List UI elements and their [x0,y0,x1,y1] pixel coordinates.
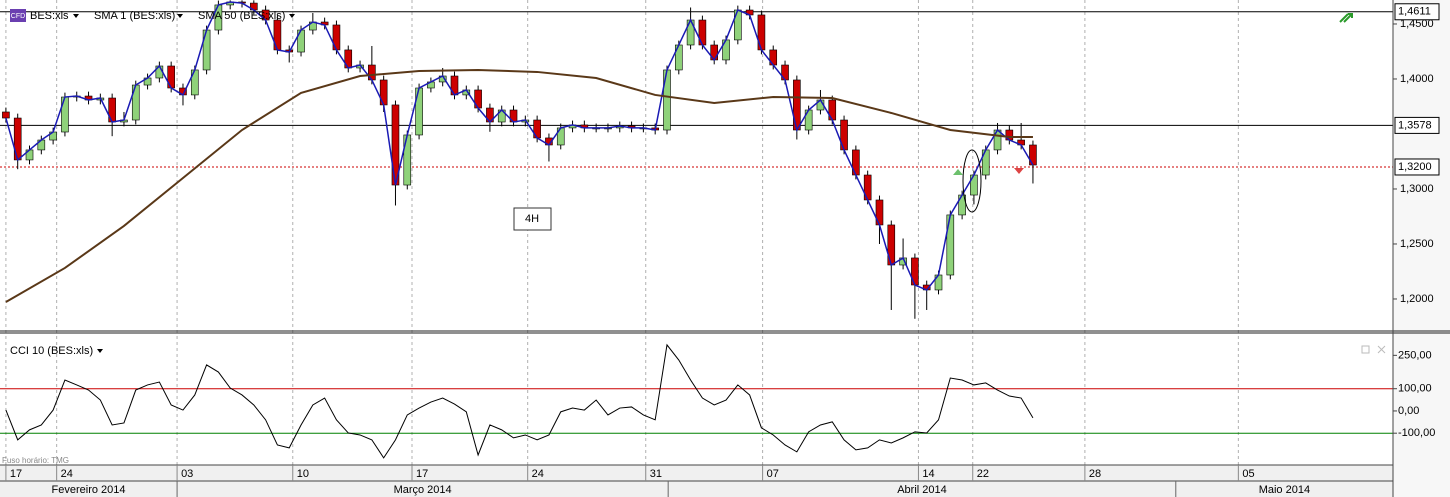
y-tick-label: -100,00 [1398,427,1435,439]
month-label: Maio 2014 [1259,484,1310,496]
signal-up [953,169,963,175]
sma1-line [5,1,1034,291]
axes: 17 24 03 10 17 24 31 07 14 22 28 05 Fevereiro 2014 Ma… [5,3,1440,497]
y-tick-label: 0,00 [1398,405,1419,417]
dropdown-arrow[interactable] [177,14,183,18]
x-tick-label: 10 [297,468,309,480]
marks [2,0,1037,459]
price-level-label: 1,3200 [1398,161,1432,173]
price-level-box [1394,158,1440,176]
x-tick-label: 03 [181,468,193,480]
x-tick-label: 24 [61,468,73,480]
price-level-label: 1,3578 [1398,119,1432,131]
price-axis-bg [1393,0,1450,497]
dropdown-arrow[interactable] [97,349,103,353]
month-label: Março 2014 [394,484,452,496]
panel-button[interactable] [1361,345,1370,354]
legend-symbol[interactable]: BES:xls [30,10,69,22]
cfd-badge [10,9,26,22]
signal-down [1014,168,1024,174]
timeframe-label: 4H [525,213,539,225]
price-level-box [1394,3,1440,21]
x-tick-label: 31 [650,468,662,480]
x-tick-label: 24 [532,468,544,480]
highlight-ellipse [962,149,982,213]
dropdown-arrow[interactable] [73,14,79,18]
timeframe-box [513,207,552,231]
legend-cci[interactable]: CCI 10 (BES:xls) [10,345,93,357]
month-label: Abril 2014 [897,484,947,496]
y-tick-label: 250,00 [1398,349,1432,361]
candle-body [2,111,10,119]
x-tick-label: 14 [922,468,934,480]
price-level-box [1394,116,1440,134]
y-tick-label: 1,4000 [1400,73,1434,85]
dropdown-arrow[interactable] [289,14,295,18]
y-tick-label: 1,2500 [1400,238,1434,250]
x-tick-label: 17 [10,468,22,480]
sma50-line [5,68,1033,303]
timezone-label: Fuso horário: TMG [2,456,69,465]
y-tick-label: 1,3000 [1400,183,1434,195]
x-tick-label: 17 [416,468,428,480]
panel-close[interactable] [1377,345,1386,354]
x-tick-label: 22 [977,468,989,480]
y-tick-label: 1,2000 [1400,293,1434,305]
price-level-label: 1,4611 [1398,6,1431,18]
legend-sma1[interactable]: SMA 1 (BES:xls) [94,10,175,22]
x-tick-label: 28 [1089,468,1101,480]
trend-icon[interactable] [1339,13,1353,23]
x-tick-label: 07 [767,468,779,480]
legend-sma50[interactable]: SMA 50 (BES:xls) [198,10,285,22]
y-tick-label: 100,00 [1398,383,1432,395]
cci-line [5,343,1034,459]
y-tick-label: 1,4500 [1400,18,1434,30]
x-tick-label: 05 [1242,468,1254,480]
month-label: Fevereiro 2014 [52,484,126,496]
cfd-badge-text: CFD [11,13,25,20]
